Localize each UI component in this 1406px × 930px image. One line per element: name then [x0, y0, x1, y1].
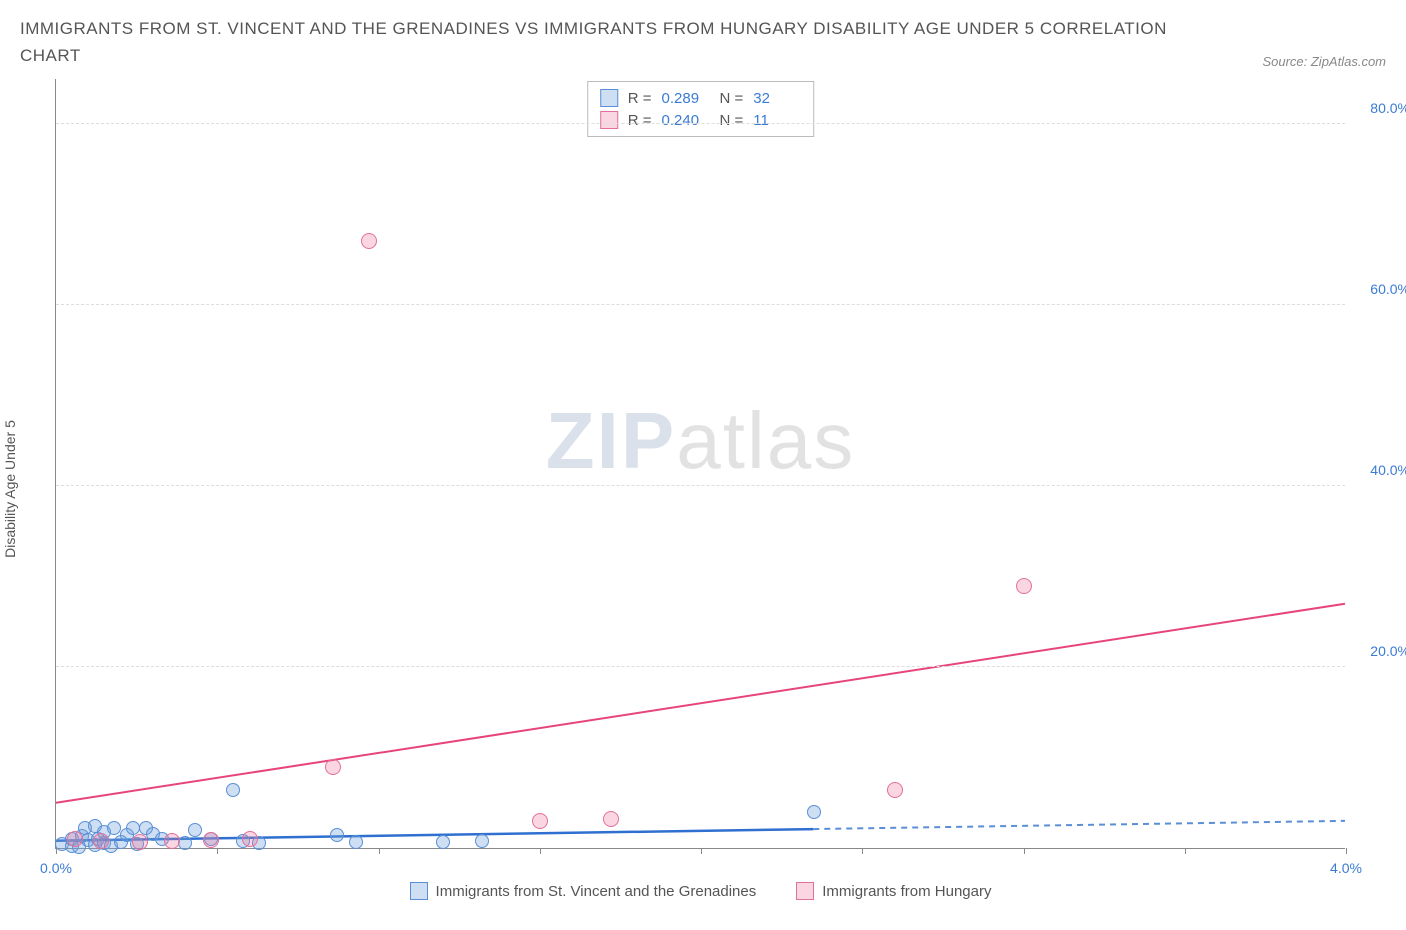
trend-lines [56, 79, 1345, 848]
data-point [330, 828, 344, 842]
y-tick-label: 40.0% [1355, 462, 1406, 478]
x-tick-label: 0.0% [40, 860, 72, 876]
gridline [56, 123, 1345, 124]
x-tick [379, 848, 380, 854]
legend-swatch [796, 882, 814, 900]
data-point [1016, 578, 1032, 594]
data-point [325, 759, 341, 775]
x-tick [56, 848, 57, 854]
data-point [887, 782, 903, 798]
data-point [93, 833, 109, 849]
data-point [178, 836, 192, 850]
legend-item: Immigrants from Hungary [796, 882, 991, 900]
data-point [226, 783, 240, 797]
data-point [349, 835, 363, 849]
y-axis-label: Disability Age Under 5 [2, 421, 18, 559]
data-point [436, 835, 450, 849]
x-tick [862, 848, 863, 854]
y-tick-label: 80.0% [1355, 100, 1406, 116]
gridline [56, 666, 1345, 667]
y-tick-label: 60.0% [1355, 281, 1406, 297]
legend-item: Immigrants from St. Vincent and the Gren… [410, 882, 757, 900]
data-point [188, 823, 202, 837]
data-point [532, 813, 548, 829]
x-tick [217, 848, 218, 854]
data-point [107, 821, 121, 835]
series-legend: Immigrants from St. Vincent and the Gren… [56, 882, 1345, 900]
x-tick [540, 848, 541, 854]
data-point [242, 831, 258, 847]
data-point [603, 811, 619, 827]
legend-swatch [410, 882, 428, 900]
x-tick [1024, 848, 1025, 854]
data-point [807, 805, 821, 819]
gridline [56, 304, 1345, 305]
y-tick-label: 20.0% [1355, 643, 1406, 659]
legend-series-name: Immigrants from St. Vincent and the Gren… [436, 883, 757, 900]
data-point [132, 834, 148, 850]
data-point [361, 233, 377, 249]
x-tick [701, 848, 702, 854]
source-label: Source: ZipAtlas.com [1262, 54, 1386, 69]
scatter-plot: ZIPatlas R =0.289N =32R =0.240N =11 Immi… [55, 79, 1345, 849]
data-point [475, 834, 489, 848]
chart-area: Disability Age Under 5 ZIPatlas R =0.289… [20, 79, 1386, 899]
data-point [203, 832, 219, 848]
x-tick [1346, 848, 1347, 854]
data-point [67, 831, 83, 847]
data-point [164, 833, 180, 849]
chart-title: IMMIGRANTS FROM ST. VINCENT AND THE GREN… [20, 15, 1170, 69]
x-tick [1185, 848, 1186, 854]
gridline [56, 485, 1345, 486]
x-tick-label: 4.0% [1330, 860, 1362, 876]
legend-series-name: Immigrants from Hungary [822, 883, 991, 900]
